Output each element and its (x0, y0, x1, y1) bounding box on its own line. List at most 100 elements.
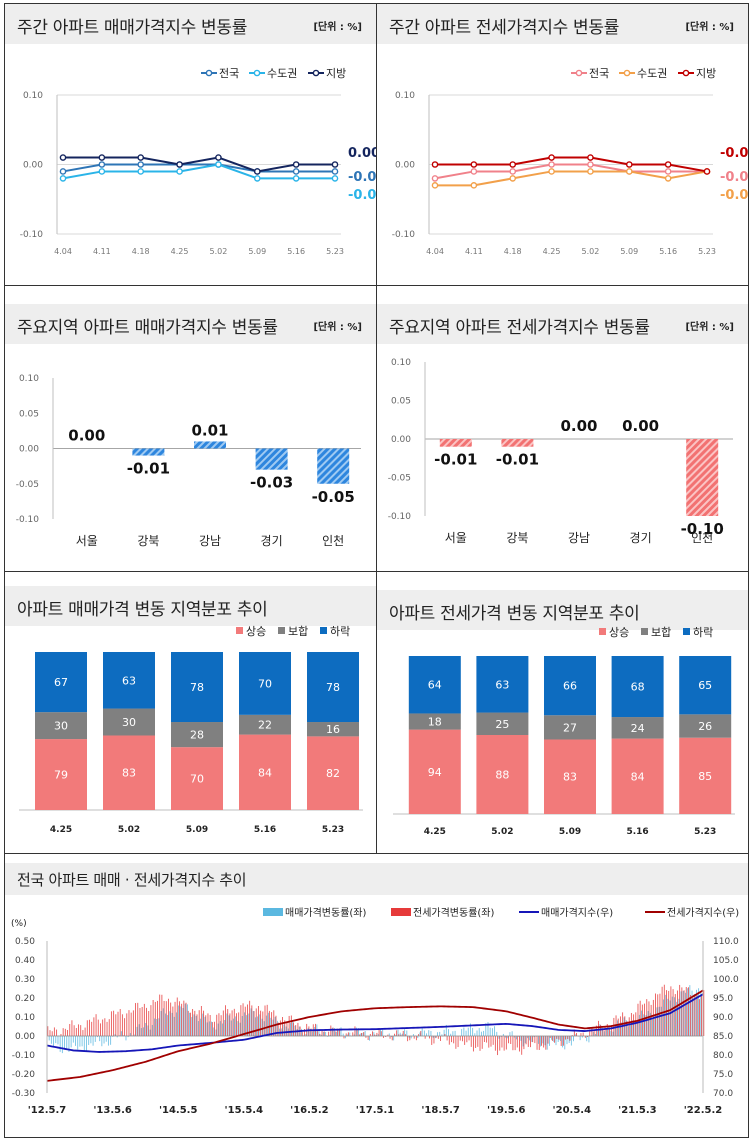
chart-title: 주간 아파트 매매가격지수 변동률 (17, 18, 248, 38)
stacked-bar-chart-sale: 79 30 67 4.25 83 30 63 5.02 70 28 78 5.09 84 22 70 5.16… (19, 624, 363, 835)
series-line (62, 163, 335, 173)
panel-sale-region: 주요지역 아파트 매매가격지수 변동률 [단위 : %] 0.10 0.05 0.0… (4, 285, 377, 572)
data-point (59, 168, 67, 175)
bar (132, 448, 165, 456)
data-point (664, 175, 672, 182)
stack-segment (103, 735, 155, 810)
legend-swatch (320, 627, 327, 634)
stack-segment (611, 656, 664, 718)
unit-label: [단위 : %] (685, 22, 734, 33)
x-tick-label: 4.25 (50, 825, 72, 835)
segment-label: 83 (563, 771, 577, 784)
bar (255, 448, 288, 470)
x-tick-label: 경기 (630, 531, 652, 545)
y-left-tick-label: 0.20 (15, 994, 35, 1004)
panel-jeonse-region: 주요지역 아파트 전세가격지수 변동률 [단위 : %] 0.10 0.05 0.0… (376, 285, 749, 572)
panel-header: 주요지역 아파트 매매가격지수 변동률 [단위 : %] (5, 304, 376, 344)
data-point (292, 161, 300, 168)
x-tick-label: 강남 (199, 534, 221, 548)
x-tick-label: 강북 (506, 531, 528, 545)
data-point (470, 182, 478, 189)
x-tick-label: '16.5.2 (290, 1105, 329, 1116)
legend-marker (253, 69, 261, 77)
segment-label: 94 (428, 766, 442, 779)
data-label: -0.01 (127, 460, 170, 478)
stack-segment (544, 739, 596, 814)
x-tick-label: 인천 (322, 533, 344, 548)
stack-segment (35, 712, 87, 740)
y-tick-label: 0.10 (391, 358, 411, 368)
stack-segment (171, 747, 223, 810)
legend-marker (312, 69, 320, 77)
data-point (292, 168, 300, 175)
segment-label: 68 (631, 681, 645, 694)
data-point (331, 175, 339, 182)
segment-label: 78 (190, 681, 204, 694)
y-left-tick-label: -0.10 (12, 1051, 36, 1061)
x-tick-label: 5.09 (186, 825, 208, 835)
combo-chart-trend: 0.50 0.40 0.30 0.20 0.10 0.00 -0.10 -0.20 -0.30 1… (11, 906, 739, 1116)
legend-label: 매매가격지수(우) (541, 906, 613, 919)
chart-title: 아파트 매매가격 변동 지역분포 추이 (17, 600, 268, 620)
series-line (62, 163, 335, 180)
data-point (509, 175, 517, 182)
x-tick-label: '19.5.6 (487, 1105, 526, 1116)
stack-segment (171, 652, 223, 723)
panel-header: 주간 아파트 전세가격지수 변동률 [단위 : %] (377, 4, 748, 44)
stack-segment (239, 652, 291, 715)
legend-marker (682, 69, 690, 77)
y-tick-label: 0.00 (23, 161, 43, 171)
end-label: -0.01 (720, 170, 749, 185)
segment-label: 70 (258, 677, 272, 690)
bar (439, 439, 472, 447)
x-tick-label: 인천 (691, 530, 713, 545)
legend-label: 상승 (609, 626, 629, 639)
legend-label: 상승 (246, 625, 266, 638)
x-tick-label: 5.09 (620, 247, 638, 256)
x-tick-label: 4.25 (543, 247, 561, 256)
panel-jeonse-distribution: 아파트 전세가격 변동 지역분포 추이 94 18 64 4.25 88 25 63 5.02… (376, 571, 749, 854)
legend-label: 전세가격지수(우) (667, 906, 739, 919)
data-point (176, 161, 183, 168)
segment-label: 26 (698, 720, 712, 733)
data-point (509, 161, 517, 168)
stack-segment (679, 714, 732, 738)
data-point (137, 168, 145, 175)
x-tick-label: 5.16 (287, 247, 305, 256)
legend-label: 하락 (693, 625, 713, 639)
panel-sale-distribution: 아파트 매매가격 변동 지역분포 추이 79 30 67 4.25 83 30 63 5.02… (4, 571, 377, 854)
y-right-tick-label: 70.0 (713, 1089, 733, 1099)
data-label: 0.01 (191, 421, 228, 439)
y-tick-label: -0.05 (16, 480, 39, 490)
x-tick-label: 5.23 (322, 825, 344, 835)
x-tick-label: 4.25 (424, 827, 446, 837)
x-tick-label: 5.02 (210, 247, 228, 256)
x-tick-label: 4.04 (54, 247, 72, 256)
data-point (664, 168, 672, 175)
chart-title: 아파트 전세가격 변동 지역분포 추이 (389, 604, 640, 624)
y-right-tick-label: 80.0 (713, 1051, 733, 1061)
segment-label: 67 (54, 676, 68, 689)
segment-label: 88 (495, 769, 509, 782)
unit-label: [단위 : %] (313, 322, 362, 333)
bar (686, 439, 719, 516)
legend-label: 하락 (330, 624, 350, 638)
data-point (137, 161, 145, 168)
segment-label: 28 (190, 729, 204, 742)
data-point (98, 161, 106, 168)
stack-segment (679, 737, 732, 814)
legend-label: 매매가격변동률(좌) (285, 906, 367, 919)
legend-label: 전국 (589, 67, 609, 80)
y-tick-label: -0.05 (388, 474, 411, 484)
bar (194, 441, 226, 449)
segment-label: 79 (54, 769, 68, 782)
x-tick-label: 강북 (137, 534, 159, 548)
legend-label: 지방 (696, 67, 716, 80)
data-point (253, 175, 261, 182)
stack-segment (171, 722, 223, 748)
stack-segment (35, 739, 87, 810)
stack-segment (408, 656, 461, 714)
bar (501, 439, 534, 447)
segment-label: 27 (563, 721, 577, 734)
data-point (664, 161, 672, 168)
